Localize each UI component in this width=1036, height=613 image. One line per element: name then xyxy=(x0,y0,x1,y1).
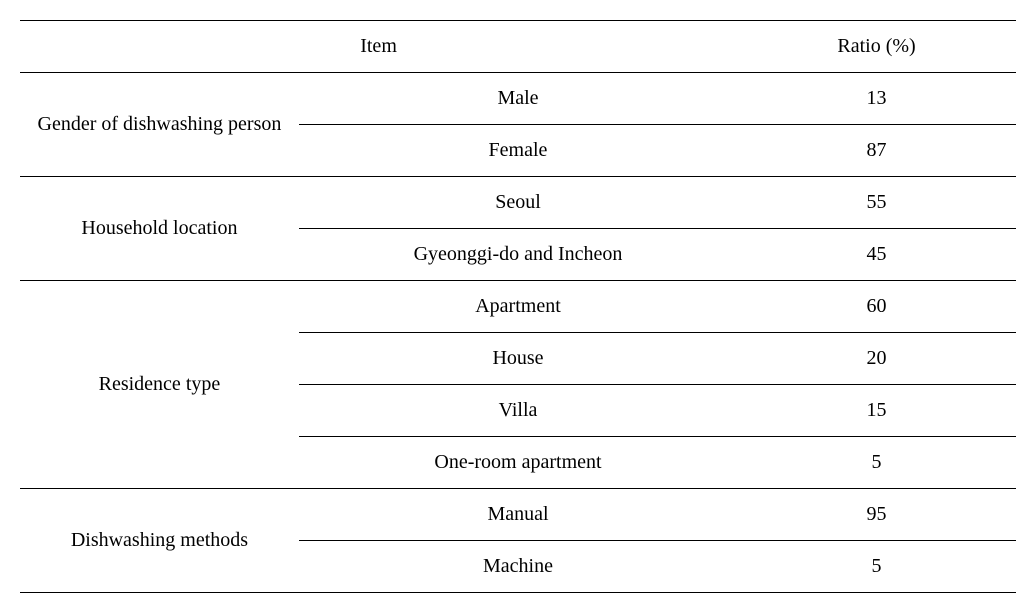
subitem-cell: Female xyxy=(299,125,737,177)
ratio-cell: 45 xyxy=(737,229,1016,281)
ratio-cell: 15 xyxy=(737,385,1016,437)
ratio-cell: 60 xyxy=(737,281,1016,333)
header-item: Item xyxy=(20,21,737,73)
ratio-cell: 95 xyxy=(737,489,1016,541)
ratio-cell: 87 xyxy=(737,125,1016,177)
subitem-cell: House xyxy=(299,333,737,385)
table-row: Residence type Apartment 60 xyxy=(20,281,1016,333)
ratio-cell: 20 xyxy=(737,333,1016,385)
subitem-cell: Gyeonggi-do and Incheon xyxy=(299,229,737,281)
table-row: Dishwashing methods Manual 95 xyxy=(20,489,1016,541)
category-cell: Gender of dishwashing person xyxy=(20,73,299,177)
ratio-cell: 55 xyxy=(737,177,1016,229)
subitem-cell: Apartment xyxy=(299,281,737,333)
subitem-cell: Male xyxy=(299,73,737,125)
subitem-cell: Manual xyxy=(299,489,737,541)
header-ratio: Ratio (%) xyxy=(737,21,1016,73)
category-cell: Residence type xyxy=(20,281,299,489)
table-row: Gender of dishwashing person Male 13 xyxy=(20,73,1016,125)
table-header-row: Item Ratio (%) xyxy=(20,21,1016,73)
subitem-cell: Villa xyxy=(299,385,737,437)
survey-table: Item Ratio (%) Gender of dishwashing per… xyxy=(20,20,1016,593)
ratio-cell: 5 xyxy=(737,437,1016,489)
subitem-cell: Machine xyxy=(299,541,737,593)
category-cell: Household location xyxy=(20,177,299,281)
subitem-cell: Seoul xyxy=(299,177,737,229)
ratio-cell: 13 xyxy=(737,73,1016,125)
subitem-cell: One-room apartment xyxy=(299,437,737,489)
category-cell: Dishwashing methods xyxy=(20,489,299,593)
table-row: Household location Seoul 55 xyxy=(20,177,1016,229)
ratio-cell: 5 xyxy=(737,541,1016,593)
